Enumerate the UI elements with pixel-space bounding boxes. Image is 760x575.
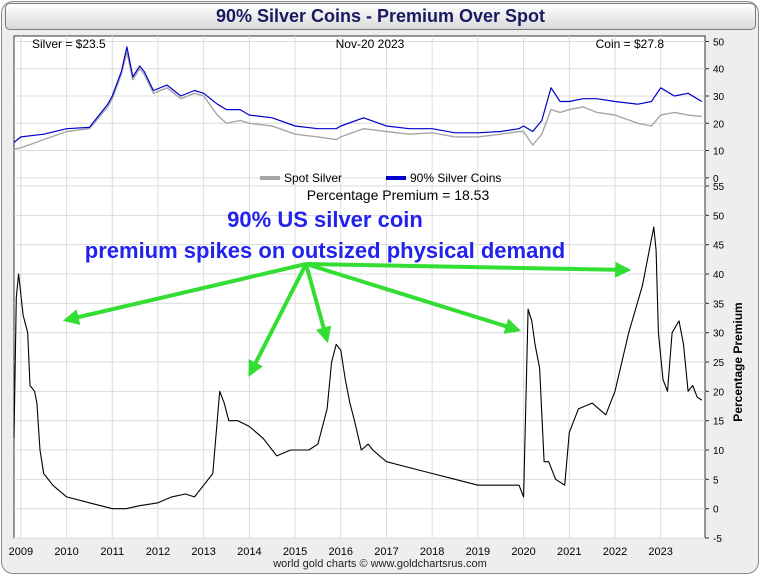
premium-y-tick-label: 30 [713,329,725,340]
premium-y-tick-label: 0 [713,505,719,516]
footer-credit: world gold charts © www.goldchartsrus.co… [273,558,487,570]
legend-swatch-spot [260,176,280,180]
silver-price-text: Silver = $23.5 [32,37,106,51]
price-y-tick-label: 0 [713,174,719,185]
premium-y-tick-label: -5 [713,534,722,545]
legend-swatch-coins [386,176,406,180]
legend-label-coins: 90% Silver Coins [410,171,501,185]
premium-y-tick-label: 25 [713,358,725,369]
y-axis-label: Percentage Premium [731,302,745,421]
premium-line [13,226,703,510]
price-plot-area [13,35,706,187]
x-tick-label: 2017 [374,546,398,558]
premium-y-tick-label: 5 [713,475,719,486]
x-tick-label: 2018 [420,546,444,558]
annotation-line-2: premium spikes on outsized physical dema… [85,238,565,263]
price-y-tick-label: 30 [713,92,725,103]
x-tick-label: 2015 [283,546,307,558]
x-tick-label: 2016 [329,546,353,558]
x-tick-label: 2019 [466,546,490,558]
annotation-arrow-1 [62,262,307,325]
x-tick-label: 2023 [648,546,672,558]
premium-y-tick-label: 20 [713,387,725,398]
price-y-tick-label: 40 [713,65,725,76]
premium-y-tick-label: 45 [713,241,725,252]
price-y-tick-label: 50 [713,37,725,48]
x-tick-label: 2020 [511,546,535,558]
x-tick-label: 2009 [9,546,33,558]
chart-title: 90% Silver Coins - Premium Over Spot [5,3,756,30]
annotation-line-1: 90% US silver coin [227,207,423,232]
premium-y-tick-label: 15 [713,417,725,428]
premium-y-tick-label: 55 [713,182,725,193]
annotation-arrow-4 [305,262,522,334]
x-tick-label: 2021 [557,546,581,558]
x-tick-label: 2010 [54,546,78,558]
annotation-arrow-3 [304,263,332,344]
x-tick-label: 2012 [146,546,170,558]
premium-y-tick-label: 35 [713,299,725,310]
legend-label-spot: Spot Silver [284,171,342,185]
premium-y-tick-label: 50 [713,211,725,222]
coin-price-text: Coin = $27.8 [596,37,665,51]
premium-y-tick-label: 40 [713,270,725,281]
x-tick-label: 2014 [237,546,261,558]
premium-y-tick-label: 10 [713,446,725,457]
x-tick-label: 2011 [100,546,124,558]
date-text: Nov-20 2023 [336,37,405,51]
price-y-tick-label: 10 [713,147,725,158]
annotation-arrow-5 [305,261,632,278]
x-tick-label: 2013 [191,546,215,558]
x-tick-label: 2022 [603,546,627,558]
spot-silver-line [13,51,702,150]
premium-title: Percentage Premium = 18.53 [307,187,490,203]
price-y-tick-label: 20 [713,119,725,130]
annotation-arrow-2 [248,263,308,377]
silver-coins-line [13,46,703,143]
